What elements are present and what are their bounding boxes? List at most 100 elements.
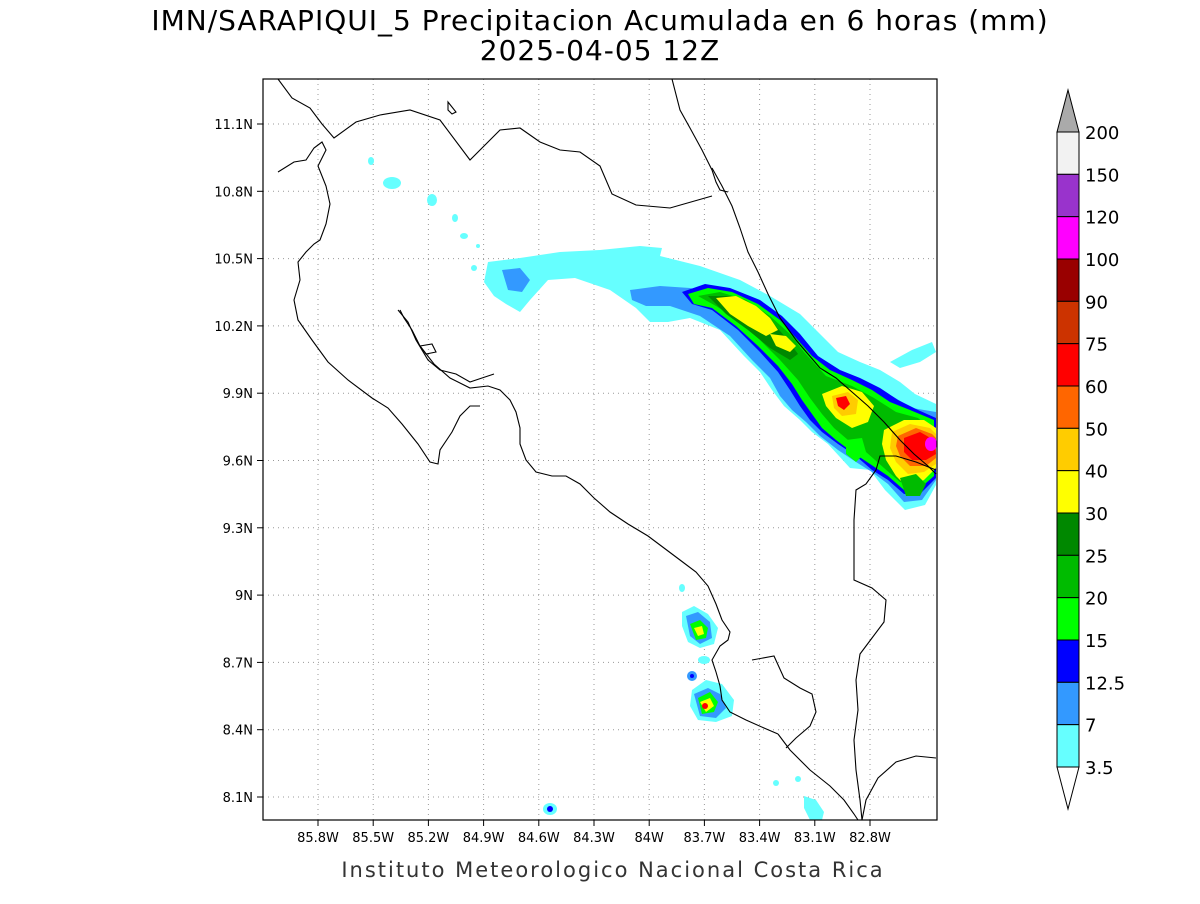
lon-tick-label: 84W	[634, 831, 664, 846]
precip-lightblue-west	[502, 268, 530, 292]
colorbar-label: 100	[1085, 250, 1119, 271]
map-background	[263, 79, 937, 820]
lat-tick-label: 10.5N	[214, 253, 253, 268]
lon-tick-label: 83.1W	[794, 831, 836, 846]
precip-cyan-south-7	[795, 776, 801, 782]
precip-cyan-south-8	[804, 796, 824, 820]
colorbar-segment	[1056, 173, 1080, 218]
colorbar-label: 40	[1085, 462, 1108, 483]
coastline-burica	[777, 733, 859, 820]
lat-tick-label: 9.9N	[223, 387, 253, 402]
precip-green-patch-east	[900, 474, 926, 496]
precipitation-field	[368, 157, 937, 820]
colorbar-label: 200	[1085, 123, 1119, 144]
lat-tick-label: 10.2N	[214, 320, 253, 335]
precip-blue-south-5	[547, 806, 553, 812]
colorbar-segment	[1056, 512, 1080, 556]
island-lake-nicaragua	[447, 100, 457, 115]
colorbar-segment	[1056, 681, 1080, 726]
colorbar-segment	[1056, 554, 1080, 599]
lat-tick-label: 11.1N	[214, 118, 253, 133]
colorbar-label: 3.5	[1085, 758, 1114, 779]
colorbar-segment	[1056, 427, 1080, 472]
coastline-osa-golfito	[751, 655, 817, 749]
precip-cyan-south-6	[773, 780, 779, 786]
precip-green-cell-4	[846, 438, 866, 462]
precip-yellow-core-2	[770, 334, 796, 352]
coastline-panama-pacific	[861, 755, 937, 820]
colorbar-segment	[1056, 385, 1080, 429]
precip-red-south-2	[702, 703, 708, 709]
lat-tick-label: 10.8N	[214, 185, 253, 200]
colorbar-segment	[1056, 470, 1080, 514]
lat-tick-label: 9.3N	[223, 522, 253, 537]
colorbar-under-arrow	[1056, 766, 1080, 811]
colorbar-label: 7	[1085, 716, 1096, 737]
coastline-nicaragua-lake-shore	[277, 79, 713, 209]
longitude-tick-labels: 85.8W 85.5W 85.2W 84.9W 84.6W 84.3W 84W 83.7W 83…	[297, 820, 891, 846]
colorbar-label: 90	[1085, 292, 1108, 313]
precip-yellow-core-1	[716, 296, 778, 336]
lon-tick-label: 82.8W	[849, 831, 891, 846]
lon-tick-label: 83.4W	[739, 831, 781, 846]
lon-tick-label: 84.6W	[518, 831, 560, 846]
map-panel: 85.8W 85.5W 85.2W 84.9W 84.6W 84.3W 84W 83.7W 83…	[214, 78, 938, 846]
colorbar-segment	[1056, 639, 1080, 683]
lat-tick-label: 8.7N	[223, 656, 253, 671]
precip-cyan-patch-east	[890, 342, 936, 368]
colorbar-segment	[1056, 343, 1080, 387]
footer-credit: Instituto Meteorologico Nacional Costa R…	[341, 858, 884, 882]
colorbar-label: 25	[1085, 546, 1108, 567]
colorbar-label: 150	[1085, 165, 1119, 186]
colorbar-segment	[1056, 300, 1080, 345]
lon-tick-label: 84.9W	[463, 831, 505, 846]
precip-darkblue-south-3	[690, 674, 694, 678]
title-line-2: 2025-04-05 12Z	[480, 34, 720, 67]
border-costa-rica-panama	[853, 455, 937, 820]
colorbar-segment	[1056, 131, 1080, 175]
colorbar-over-arrow	[1056, 88, 1080, 133]
coastline-caribbean-main	[711, 167, 937, 475]
colorbar-label: 12.5	[1085, 673, 1125, 694]
colorbar-segment	[1056, 597, 1080, 641]
colorbar-label: 50	[1085, 419, 1108, 440]
coastlines-borders	[277, 79, 937, 820]
lat-tick-label: 8.4N	[223, 724, 253, 739]
precip-cyan-south-3	[698, 656, 710, 664]
lon-tick-label: 85.8W	[297, 831, 339, 846]
colorbar-label: 75	[1085, 335, 1108, 356]
colorbar: 200 150 120 100 90 75 60 50 40 30 25 20 15 12.5 7 3.5	[1056, 88, 1125, 811]
precip-darkgreen-band	[698, 292, 932, 484]
lon-tick-label: 84.3W	[573, 831, 615, 846]
colorbar-label: 20	[1085, 589, 1108, 610]
lon-tick-label: 85.5W	[352, 831, 394, 846]
coastline-pacific-central	[399, 309, 779, 735]
lon-tick-label: 83.7W	[683, 831, 725, 846]
title-line-1: IMN/SARAPIQUI_5 Precipitacion Acumulada …	[151, 4, 1048, 37]
colorbar-label: 60	[1085, 377, 1108, 398]
lon-tick-label: 85.2W	[407, 831, 449, 846]
colorbar-label: 30	[1085, 504, 1108, 525]
precip-red-core-1	[836, 396, 850, 410]
coastline-pacific-northwest	[277, 141, 480, 465]
lat-tick-label: 9.6N	[223, 455, 253, 470]
colorbar-segment	[1056, 724, 1080, 768]
colorbar-segment	[1056, 258, 1080, 302]
lat-tick-label: 8.1N	[223, 791, 253, 806]
precip-yellow-south-1	[694, 626, 704, 636]
coastline-caribbean-north	[671, 79, 729, 193]
colorbar-label: 120	[1085, 208, 1119, 229]
colorbar-segment	[1056, 216, 1080, 260]
precip-cells-south	[543, 584, 824, 820]
precip-band-caribbean	[484, 246, 937, 510]
precip-cyan-south-4	[679, 584, 685, 592]
map-frame	[262, 78, 938, 821]
precip-scattered-north	[368, 157, 480, 271]
lat-tick-label: 9N	[235, 589, 253, 604]
colorbar-label: 15	[1085, 631, 1108, 652]
latitude-tick-labels: 11.1N 10.8N 10.5N 10.2N 9.9N 9.6N 9.3N 9N 8.7N 8.…	[214, 118, 263, 806]
island-gulf-nicoya	[419, 343, 437, 355]
precip-magenta-max	[925, 437, 937, 451]
